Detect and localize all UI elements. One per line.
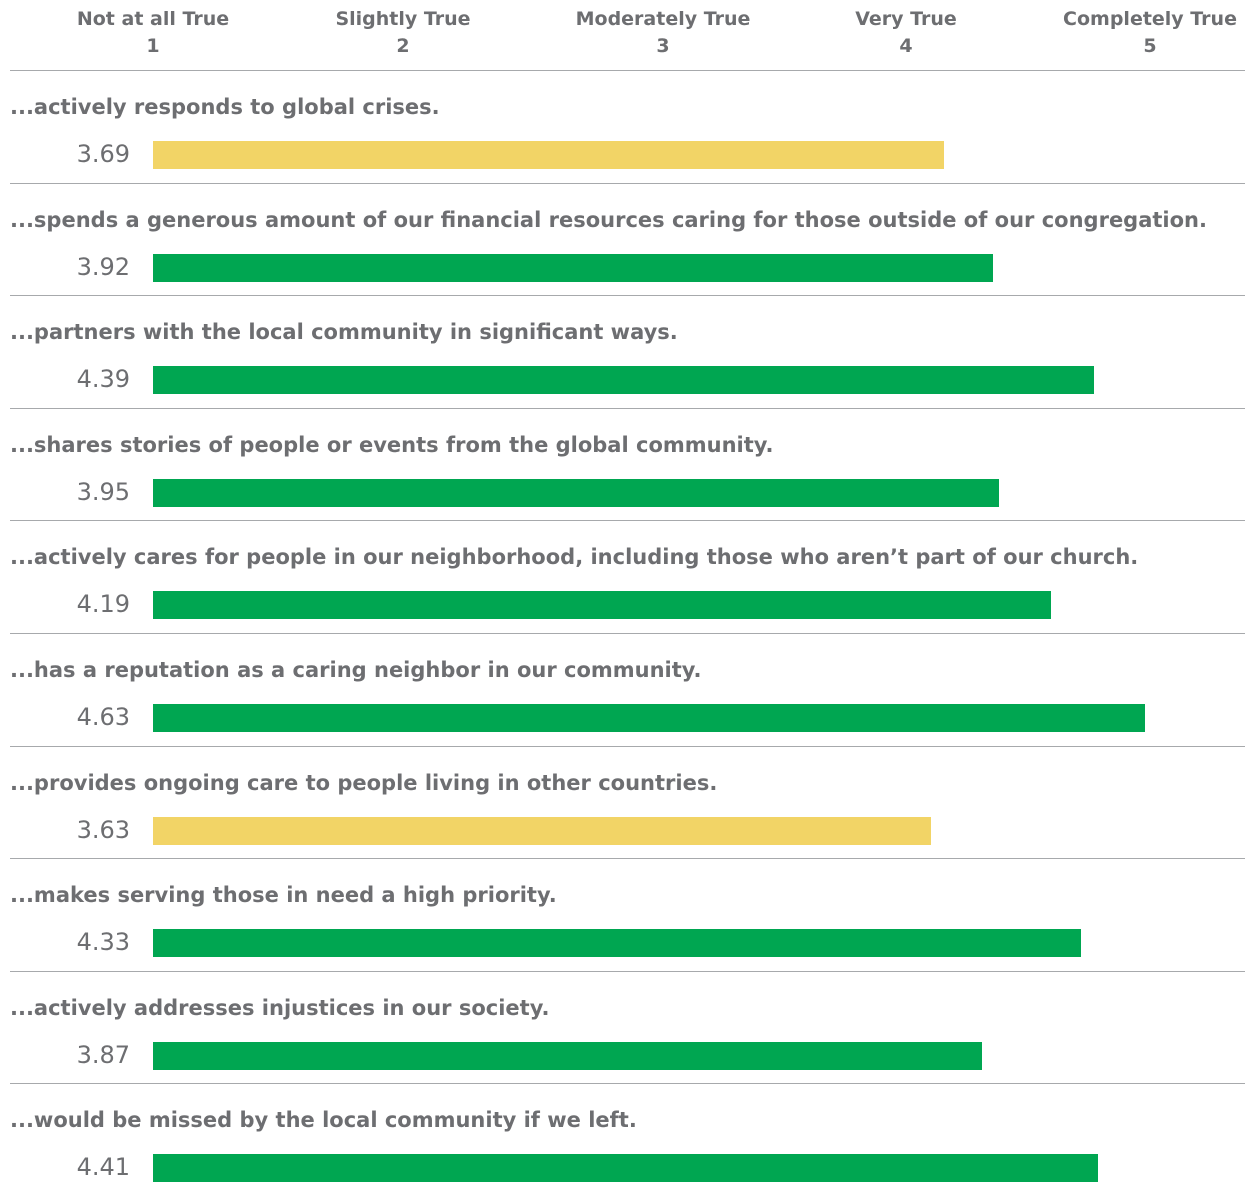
scale-label-value: 4 xyxy=(899,35,913,57)
category-label: ...has a reputation as a caring neighbor… xyxy=(10,657,702,682)
bar xyxy=(153,591,1051,620)
bar xyxy=(153,366,1094,395)
scale-label: Slightly True 2 xyxy=(335,6,470,60)
bar xyxy=(153,703,1145,732)
category-label: ...partners with the local community in … xyxy=(10,320,678,345)
category-label: ...spends a generous amount of our finan… xyxy=(10,207,1207,232)
chart-row: ...has a reputation as a caring neighbor… xyxy=(0,634,1245,747)
bar xyxy=(153,253,993,282)
bar xyxy=(153,478,999,507)
row-divider xyxy=(10,745,1245,747)
category-label: ...provides ongoing care to people livin… xyxy=(10,770,718,795)
bar xyxy=(153,929,1081,958)
bar xyxy=(153,141,944,169)
scale-label-name: Slightly True xyxy=(335,8,471,30)
chart-row: ...actively addresses injustices in our … xyxy=(0,972,1245,1085)
value-label: 4.39 xyxy=(76,365,130,394)
value-label: 3.92 xyxy=(76,252,130,281)
scale-label-name: Not at all True xyxy=(76,8,230,30)
rating-scale-header: Not at all True 1 Slightly True 2 Moderately… xyxy=(0,6,1245,62)
row-divider xyxy=(10,632,1245,634)
chart-row: ...partners with the local community in … xyxy=(0,296,1245,409)
scale-label: Not at all True 1 xyxy=(77,6,229,60)
category-label: ...actively cares for people in our neig… xyxy=(10,545,1139,570)
chart-row: ...shares stories of people or events fr… xyxy=(0,409,1245,522)
chart-rows: ...actively responds to global crises. 3.… xyxy=(0,71,1245,1197)
chart-row: ...actively responds to global crises. 3.… xyxy=(0,71,1245,184)
value-label: 4.19 xyxy=(76,590,130,619)
scale-label: Completely True 5 xyxy=(1063,6,1237,60)
category-label: ...makes serving those in need a high pr… xyxy=(10,883,557,908)
chart-row: ...provides ongoing care to people livin… xyxy=(0,747,1245,860)
row-divider xyxy=(10,182,1245,184)
scale-label-value: 3 xyxy=(656,35,670,57)
header-divider xyxy=(10,70,1245,71)
category-label: ...would be missed by the local communit… xyxy=(10,1108,637,1133)
bar xyxy=(153,1154,1098,1183)
chart-row: ...spends a generous amount of our finan… xyxy=(0,184,1245,297)
category-label: ...actively responds to global crises. xyxy=(10,95,440,119)
row-divider xyxy=(10,407,1245,409)
row-divider xyxy=(10,1083,1245,1085)
value-label: 4.63 xyxy=(76,702,130,731)
value-label: 4.41 xyxy=(76,1153,130,1182)
row-divider xyxy=(10,858,1245,860)
value-label: 3.95 xyxy=(76,477,130,506)
scale-label: Moderately True 3 xyxy=(576,6,751,60)
chart-row: ...actively cares for people in our neig… xyxy=(0,521,1245,634)
chart-row: ...makes serving those in need a high pr… xyxy=(0,859,1245,972)
scale-label: Very True 4 xyxy=(855,6,957,60)
value-label: 4.33 xyxy=(76,928,130,957)
scale-label-name: Very True xyxy=(855,8,957,30)
bar xyxy=(153,816,931,845)
scale-label-value: 5 xyxy=(1143,35,1157,57)
value-label: 3.87 xyxy=(76,1040,130,1069)
scale-label-name: Moderately True xyxy=(575,8,751,30)
category-label: ...actively addresses injustices in our … xyxy=(10,995,550,1020)
scale-label-name: Completely True xyxy=(1063,8,1237,30)
value-label: 3.63 xyxy=(76,815,130,844)
value-label: 3.69 xyxy=(76,140,130,168)
category-label: ...shares stories of people or events fr… xyxy=(10,432,774,457)
chart-row: ...would be missed by the local communit… xyxy=(0,1084,1245,1197)
scale-label-value: 2 xyxy=(396,35,410,57)
scale-label-value: 1 xyxy=(146,35,160,57)
row-divider xyxy=(10,520,1245,522)
row-divider xyxy=(10,295,1245,297)
bar xyxy=(153,1041,982,1070)
row-divider xyxy=(10,970,1245,972)
